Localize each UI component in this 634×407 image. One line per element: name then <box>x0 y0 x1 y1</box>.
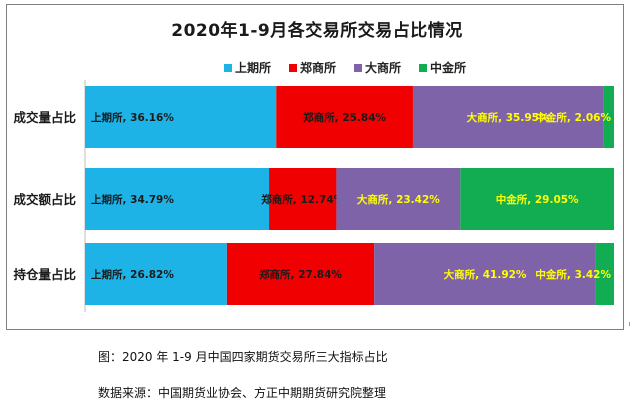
data-label: 郑商所, 25.84% <box>303 111 386 124</box>
bar-segment <box>603 86 614 148</box>
bar-segment <box>226 243 375 305</box>
data-label: 大商所, 23.42% <box>357 193 440 206</box>
legend-item-dce: 大商所 <box>354 59 401 76</box>
data-label: 郑商所, 12.74% <box>261 193 344 206</box>
data-label: 大商所, 41.92% <box>444 268 527 281</box>
category-label: 成交额占比 <box>13 192 76 207</box>
bar-segment <box>85 243 227 305</box>
chart-title: 2020年1-9月各交易所交易占比情况 <box>171 21 463 41</box>
legend-swatch-shfe <box>224 63 232 72</box>
bar-segment <box>460 168 614 230</box>
legend-swatch-czce <box>289 63 298 72</box>
data-label: 上期所, 26.82% <box>91 268 174 281</box>
legend-item-cffex: 中金所 <box>419 59 466 76</box>
data-label: 上期所, 34.79% <box>91 193 174 206</box>
data-label: 中金所, 2.06% <box>535 111 611 124</box>
chart-legend: 上期所 郑商所 大商所 中金所 <box>224 59 466 76</box>
legend-label-shfe: 上期所 <box>235 61 272 75</box>
data-label: 中金所, 3.42% <box>535 268 611 281</box>
source-caption: 数据来源：中国期货业协会、方正中期期货研究院整理 <box>98 386 387 400</box>
legend-label-dce: 大商所 <box>365 61 402 75</box>
data-label: 上期所, 36.16% <box>91 111 174 124</box>
bar-segment <box>374 243 596 305</box>
category-label: 持仓量占比 <box>13 267 76 282</box>
legend-swatch-cffex <box>419 63 428 72</box>
bar-segment <box>412 86 604 148</box>
bar-segment <box>276 86 413 148</box>
legend-swatch-dce <box>354 63 363 72</box>
data-label: 郑商所, 27.84% <box>259 268 342 281</box>
legend-label-cffex: 中金所 <box>430 61 467 75</box>
legend-item-shfe: 上期所 <box>224 59 271 76</box>
bar-segment <box>336 168 461 230</box>
figure-caption: 图：2020 年 1-9 月中国四家期货交易所三大指标占比 <box>98 350 388 364</box>
corner-mark <box>629 322 634 326</box>
bar-segment <box>85 168 270 230</box>
legend-item-czce: 郑商所 <box>289 59 336 76</box>
legend-label-czce: 郑商所 <box>300 61 337 75</box>
bar-segment <box>85 86 277 148</box>
bar-segment <box>595 243 614 305</box>
category-label: 成交量占比 <box>13 110 76 125</box>
data-label: 大商所, 35.95% <box>467 111 550 124</box>
bar-segment <box>269 168 337 230</box>
data-label: 中金所, 29.05% <box>496 193 579 206</box>
